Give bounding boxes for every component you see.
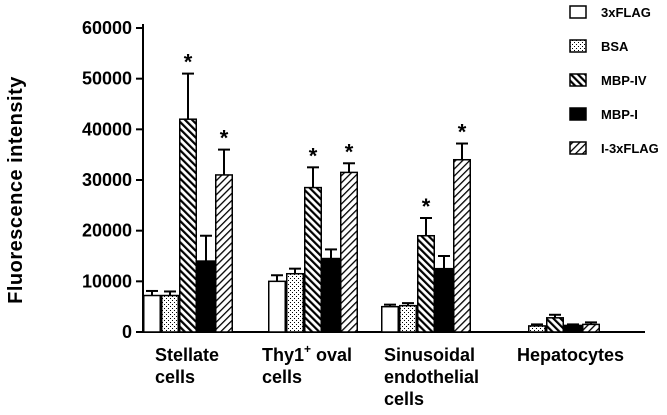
bar-mbp-iv bbox=[417, 234, 435, 333]
bar-3xflag bbox=[268, 280, 286, 333]
legend-swatch bbox=[569, 73, 587, 87]
bar-mbp-iv bbox=[179, 118, 197, 333]
legend-label: I-3xFLAG bbox=[601, 141, 659, 156]
bar-bsa bbox=[286, 272, 304, 333]
bar-mbp-iv bbox=[546, 317, 564, 333]
bar-i-3xflag bbox=[582, 323, 600, 333]
category-label: Thy1+ oval cells bbox=[262, 342, 352, 387]
bar-mbp-iv bbox=[304, 186, 322, 333]
bars-layer: * * * * * * bbox=[143, 50, 600, 333]
significance-star: * bbox=[220, 126, 229, 151]
legend-label: MBP-I bbox=[601, 107, 638, 122]
y-axis: 0 10000 20000 30000 40000 50000 60000 bbox=[82, 18, 144, 342]
y-tick-label: 40000 bbox=[82, 119, 132, 139]
legend: 3xFLAG BSA MBP-IV MBP-I I-3xFLAG bbox=[569, 5, 659, 156]
x-axis: Stellate cells Thy1+ oval cells Sinusoidal en… bbox=[143, 331, 645, 409]
bar-i-3xflag bbox=[215, 174, 233, 333]
y-tick-label: 20000 bbox=[82, 221, 132, 241]
legend-label: BSA bbox=[601, 39, 629, 54]
legend-swatch bbox=[569, 107, 587, 121]
category-label: Stellate cells bbox=[155, 345, 219, 387]
y-tick-label: 0 bbox=[122, 322, 132, 342]
category-label: Sinusoidal endothelial cells bbox=[384, 345, 479, 409]
bar-mbp-i bbox=[197, 260, 215, 333]
y-tick-label: 30000 bbox=[82, 170, 132, 190]
bar-bsa bbox=[528, 325, 546, 333]
bar-mbp-i bbox=[435, 267, 453, 333]
y-tick-label: 50000 bbox=[82, 69, 132, 89]
category-label: Hepatocytes bbox=[517, 345, 624, 365]
legend-label: 3xFLAG bbox=[601, 5, 651, 20]
bar-mbp-i bbox=[322, 257, 340, 333]
bar-mbp-i bbox=[564, 324, 582, 333]
legend-label: MBP-IV bbox=[601, 73, 647, 88]
bar-bsa bbox=[161, 294, 179, 333]
significance-star: * bbox=[458, 120, 467, 145]
bar-i-3xflag bbox=[340, 171, 358, 333]
y-axis-title: Fluorescence intensity bbox=[5, 76, 27, 304]
y-tick-label: 10000 bbox=[82, 271, 132, 291]
y-tick-label: 60000 bbox=[82, 18, 132, 38]
legend-swatch bbox=[569, 39, 587, 53]
significance-star: * bbox=[345, 139, 354, 164]
bar-3xflag bbox=[143, 294, 161, 333]
legend-swatch bbox=[569, 141, 587, 155]
significance-star: * bbox=[422, 194, 431, 219]
significance-star: * bbox=[309, 143, 318, 168]
bar-bsa bbox=[399, 304, 417, 333]
bar-3xflag bbox=[381, 305, 399, 333]
legend-swatch bbox=[569, 5, 587, 19]
bar-i-3xflag bbox=[453, 158, 471, 333]
significance-star: * bbox=[184, 50, 193, 75]
